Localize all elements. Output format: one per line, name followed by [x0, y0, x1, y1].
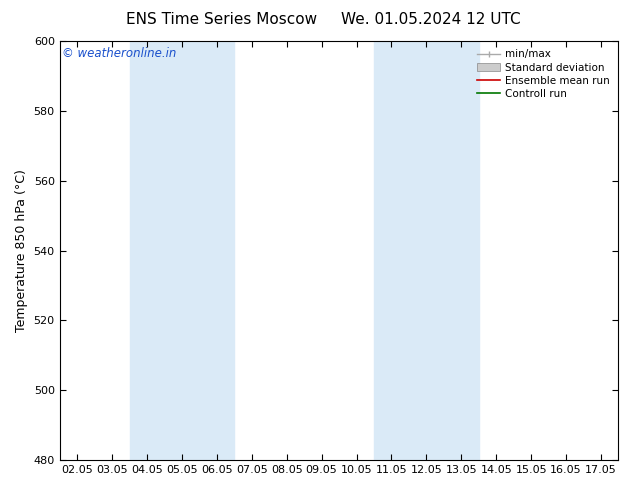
Text: ENS Time Series Moscow: ENS Time Series Moscow	[126, 12, 318, 27]
Y-axis label: Temperature 850 hPa (°C): Temperature 850 hPa (°C)	[15, 169, 28, 332]
Bar	[374, 41, 479, 460]
Text: © weatheronline.in: © weatheronline.in	[63, 48, 177, 60]
Legend: min/max, Standard deviation, Ensemble mean run, Controll run: min/max, Standard deviation, Ensemble me…	[474, 46, 613, 102]
Text: We. 01.05.2024 12 UTC: We. 01.05.2024 12 UTC	[341, 12, 521, 27]
Bar	[129, 41, 235, 460]
